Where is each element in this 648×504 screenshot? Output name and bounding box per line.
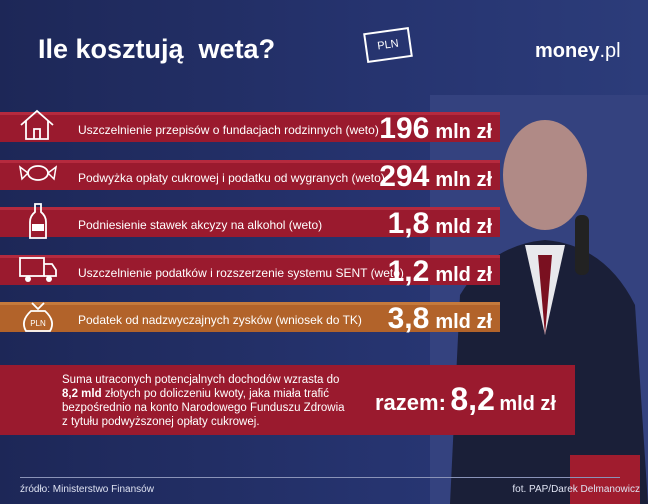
item-bar: Uszczelnienie przepisów o fundacjach rod… (0, 109, 500, 145)
amount-number: 1,8 (387, 207, 430, 240)
amount-number: 1,2 (387, 254, 430, 288)
item-amount: 294 mln zł (379, 157, 492, 200)
summary-part: złotych po doliczeniu kwoty, jaka miała … (62, 388, 345, 428)
item-icon (29, 203, 47, 239)
amount-unit: mld zł (435, 216, 492, 238)
icon-label: PLN (30, 319, 46, 328)
item-label: Uszczelnienie podatków i rozszerzenie sy… (78, 265, 404, 280)
item-icon: PLN (22, 302, 54, 332)
item-bar: Podwyżka opłaty cukrowej i podatku od wy… (0, 159, 500, 193)
divider (20, 477, 620, 478)
item-icon (19, 256, 57, 282)
item-bar: Podniesienie stawek akcyzy na alkohol (w… (0, 203, 500, 240)
amount-unit: mld zł (435, 263, 492, 286)
summary-bold: 8,2 mld (62, 388, 102, 400)
total-amount: 8,2 (450, 381, 495, 417)
total-label: razem: (375, 390, 446, 415)
item-amount: 3,8 mld zł (388, 299, 492, 342)
item-label: Uszczelnienie przepisów o fundacjach rod… (78, 123, 379, 137)
credit: fot. PAP/Darek Delmanowicz (512, 484, 640, 495)
amount-unit: mld zł (435, 311, 492, 333)
total-unit: mld zł (499, 393, 556, 415)
amount-number: 3,8 (387, 302, 430, 335)
summary-part: Suma utraconych potencjalnych dochodów w… (62, 374, 340, 386)
summary-text: Suma utraconych potencjalnych dochodów w… (62, 373, 352, 429)
item-bar: Uszczelnienie podatków i rozszerzenie sy… (0, 254, 500, 288)
item-label: Podniesienie stawek akcyzy na alkohol (w… (78, 218, 323, 232)
amount-unit: mln zł (435, 168, 492, 191)
pln-icon: PLN (363, 26, 413, 64)
item-bar: PLN Podatek od nadzwyczajnych zysków (wn… (0, 302, 500, 335)
brand-name: money (535, 40, 600, 62)
item-label: Podatek od nadzwyczajnych zysków (wniose… (78, 313, 362, 327)
item-label: Podwyżka opłaty cukrowej i podatku od wy… (78, 170, 385, 185)
item-icon (20, 109, 54, 140)
amount-number: 196 (379, 112, 430, 145)
summary-box: Suma utraconych potencjalnych dochodów w… (0, 365, 575, 435)
brand-suffix: .pl (599, 40, 621, 62)
amount-unit: mln zł (435, 121, 492, 143)
source: źródło: Ministerstwo Finansów (20, 484, 154, 495)
total: razem: 8,2 mld zł (375, 381, 556, 418)
title: Ile kosztują weta? (38, 34, 276, 64)
item-amount: 1,8 mld zł (388, 204, 492, 247)
item-icon (18, 164, 58, 181)
item-amount: 196 mln zł (379, 109, 492, 152)
item-amount: 1,2 mld zł (388, 252, 492, 295)
amount-number: 294 (379, 159, 430, 193)
brand: money.pl (535, 40, 621, 63)
